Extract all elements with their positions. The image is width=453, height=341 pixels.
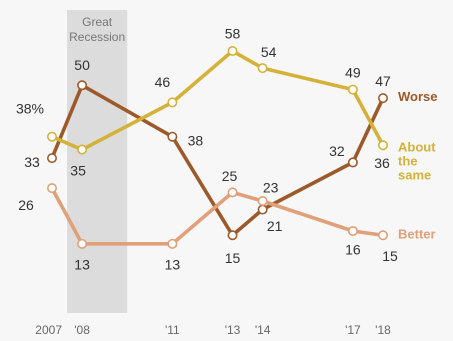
- data-label: 16: [345, 242, 361, 258]
- x-tick-label: '17: [345, 323, 361, 337]
- data-point: [167, 97, 178, 108]
- x-tick-label: '08: [74, 323, 90, 337]
- data-label: 35: [70, 162, 86, 178]
- data-point: [77, 80, 88, 91]
- data-label: 21: [267, 218, 283, 234]
- data-label: 46: [155, 74, 171, 90]
- data-point: [257, 195, 268, 206]
- x-tick-label: '11: [165, 323, 180, 337]
- data-point: [257, 204, 268, 215]
- data-label: 32: [329, 143, 345, 159]
- data-label: 23: [263, 180, 279, 196]
- data-label: 25: [222, 168, 238, 184]
- data-point: [46, 183, 57, 194]
- series-name-label: About the same: [398, 140, 436, 183]
- data-point: [347, 225, 358, 236]
- data-point: [167, 238, 178, 249]
- annotation-layer: Great Recession: [67, 10, 128, 313]
- data-label: 58: [225, 26, 241, 42]
- x-tick-label: 2007: [35, 323, 62, 337]
- series-name-label: Better: [398, 227, 436, 242]
- data-point: [227, 230, 238, 241]
- data-point: [377, 93, 388, 104]
- x-tick-label: '14: [255, 323, 271, 337]
- x-tick-label: '18: [375, 323, 391, 337]
- series-points: [46, 45, 388, 249]
- series-name-label: Worse: [398, 90, 438, 105]
- data-point: [227, 187, 238, 198]
- series-labels: Worse About the same Better: [398, 90, 438, 242]
- data-label: 26: [18, 197, 34, 213]
- data-point: [377, 140, 388, 151]
- data-point: [46, 131, 57, 142]
- great-recession-band: [67, 10, 128, 313]
- data-point: [46, 153, 57, 164]
- data-label: 49: [345, 64, 361, 80]
- data-point: [347, 157, 358, 168]
- data-point: [167, 131, 178, 142]
- data-label: 36: [374, 155, 390, 171]
- data-label: 13: [165, 257, 181, 273]
- data-point: [377, 230, 388, 241]
- data-label: 54: [261, 44, 277, 60]
- data-label: 47: [375, 73, 391, 89]
- data-label: 38%: [16, 100, 44, 116]
- data-point: [347, 84, 358, 95]
- data-label: 50: [74, 57, 90, 73]
- data-label: 38: [188, 132, 204, 148]
- data-point: [77, 238, 88, 249]
- data-label: 15: [382, 248, 398, 264]
- data-label: 13: [74, 257, 90, 273]
- great-recession-label: Great Recession: [69, 15, 125, 44]
- data-point: [77, 144, 88, 155]
- data-label: 33: [24, 154, 40, 170]
- x-tick-label: '13: [225, 323, 241, 337]
- data-label: 15: [225, 250, 241, 266]
- data-labels: 33 50 38 15 21 32 47 38% 35 46 58 54 49 36 26 13 13 25 23 1…: [16, 26, 398, 273]
- data-point: [227, 45, 238, 56]
- x-axis: 2007 '08 '11 '13 '14 '17 '18: [35, 323, 391, 337]
- data-point: [257, 63, 268, 74]
